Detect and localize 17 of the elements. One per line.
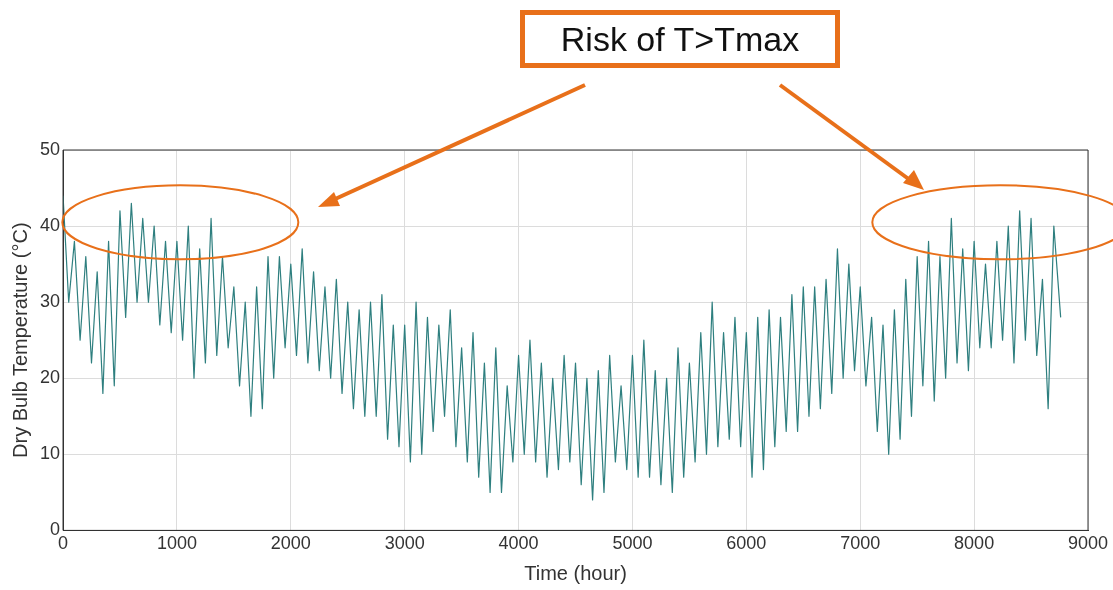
text: Risk of T>Tmax bbox=[520, 10, 840, 68]
y-axis-title: Dry Bulb Temperature (°C) bbox=[8, 222, 31, 458]
x-axis-title: Time (hour) bbox=[524, 561, 627, 584]
x-tick-label: 1000 bbox=[156, 533, 197, 554]
y-tick-label: 30 bbox=[39, 291, 61, 312]
x-tick-label: 2000 bbox=[270, 533, 311, 554]
y-tick-label: 20 bbox=[39, 367, 61, 388]
x-tick-label: 7000 bbox=[840, 533, 881, 554]
y-tick-label: 50 bbox=[39, 138, 61, 159]
x-tick-label: 8000 bbox=[954, 533, 995, 554]
y-tick-label: 10 bbox=[39, 443, 61, 464]
x-tick-label: 6000 bbox=[726, 533, 767, 554]
x-tick-label: 5000 bbox=[612, 533, 653, 554]
x-tick-label: 9000 bbox=[1067, 533, 1109, 554]
y-tick-label: 40 bbox=[39, 215, 61, 236]
x-tick-label: 4000 bbox=[498, 533, 539, 554]
x-tick-label: 3000 bbox=[384, 533, 425, 554]
